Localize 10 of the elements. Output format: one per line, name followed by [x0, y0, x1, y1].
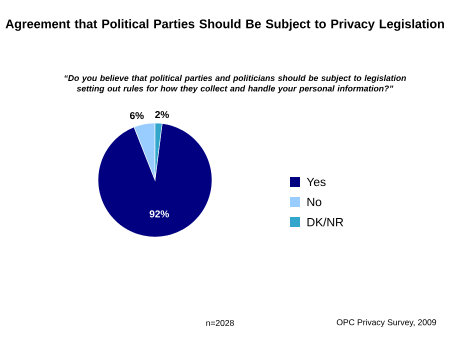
data-label: 92%: [150, 210, 169, 218]
data-label: 2%: [155, 111, 169, 118]
legend-label: DK/NR: [308, 218, 344, 226]
text: OPC Privacy Survey, 2009: [336, 319, 436, 327]
text: n=2028: [206, 320, 234, 326]
legend-label: Yes: [306, 178, 326, 186]
data-label: 6%: [130, 112, 144, 120]
legend-label: No: [308, 198, 322, 206]
chart-title: Agreement that Political Parties Should Be Subject to Privacy Legislation: [6, 19, 444, 31]
chart-subtitle: “Do you believe that political parties and politicians should be subject to legislation setting out rules for how they collect and handle your personal information?”: [64, 74, 406, 94]
